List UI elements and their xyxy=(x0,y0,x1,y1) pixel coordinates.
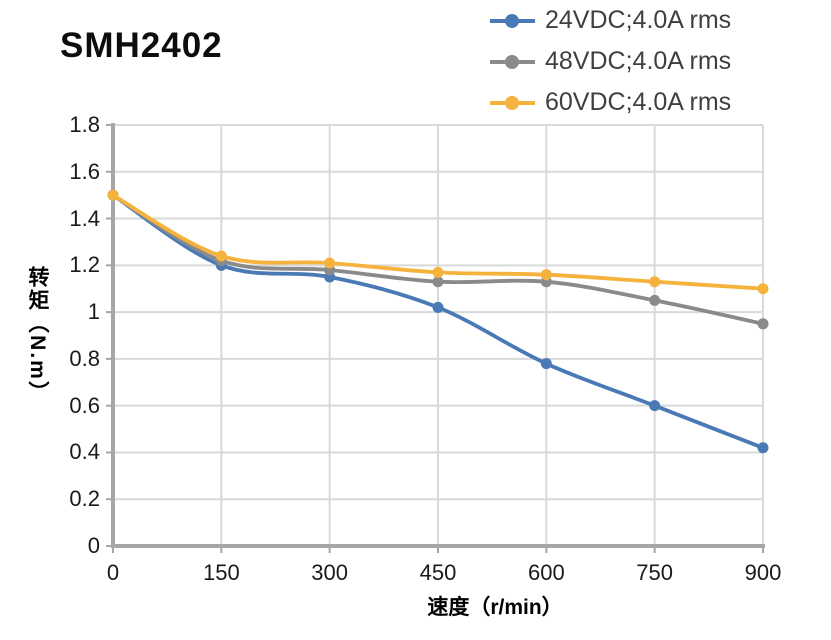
data-point-24vdc xyxy=(757,442,769,454)
x-tick-label: 150 xyxy=(202,560,240,585)
y-tick-label: 1.2 xyxy=(69,252,100,278)
legend-line-dot-icon xyxy=(490,54,535,69)
legend-item-60vdc: 60VDC;4.0A rms xyxy=(489,82,731,123)
x-tick-label: 0 xyxy=(106,560,120,585)
data-point-60vdc xyxy=(649,276,661,288)
legend-label-60vdc: 60VDC;4.0A rms xyxy=(545,88,732,116)
data-point-48vdc xyxy=(757,318,769,330)
x-tick-label: 300 xyxy=(311,560,349,585)
legend-item-48vdc: 48VDC;4.0A rms xyxy=(489,41,731,82)
data-point-60vdc xyxy=(540,269,552,281)
data-point-60vdc xyxy=(757,283,769,295)
y-tick-label: 0.2 xyxy=(69,486,100,512)
y-tick-label: 0.8 xyxy=(69,345,100,371)
y-tick-label: 1.8 xyxy=(69,112,100,137)
data-point-24vdc xyxy=(649,400,661,412)
data-point-60vdc xyxy=(324,257,336,269)
legend-label-24vdc: 24VDC;4.0A rms xyxy=(545,6,732,34)
y-tick-label: 1.4 xyxy=(69,205,100,231)
y-tick-label: 1 xyxy=(87,299,100,325)
x-tick-label: 450 xyxy=(419,560,457,585)
data-point-60vdc xyxy=(432,266,444,278)
data-point-48vdc xyxy=(432,276,444,288)
legend-line-dot-icon xyxy=(490,13,535,28)
y-tick-label: 0.6 xyxy=(69,392,100,418)
data-point-60vdc xyxy=(215,250,227,262)
legend-label-48vdc: 48VDC;4.0A rms xyxy=(545,47,732,75)
data-point-60vdc xyxy=(107,189,119,201)
y-tick-label: 1.6 xyxy=(69,158,100,184)
legend-item-24vdc: 24VDC;4.0A rms xyxy=(489,0,731,41)
x-tick-label: 900 xyxy=(744,560,782,585)
x-tick-label: 600 xyxy=(527,560,565,585)
chart-title: SMH2402 xyxy=(60,26,223,65)
y-tick-label: 0 xyxy=(87,533,100,558)
legend: 24VDC;4.0A rms 48VDC;4.0A rms 60VDC;4.0A… xyxy=(489,0,731,123)
data-point-48vdc xyxy=(649,294,661,306)
x-tick-label: 750 xyxy=(636,560,674,585)
y-tick-label: 0.4 xyxy=(69,439,100,465)
legend-line-dot-icon xyxy=(490,95,535,110)
data-point-24vdc xyxy=(432,301,444,313)
data-point-24vdc xyxy=(540,358,552,370)
y-axis-title: 转矩（N.m） xyxy=(26,266,49,404)
x-axis-title: 速度（r/min） xyxy=(427,596,563,619)
